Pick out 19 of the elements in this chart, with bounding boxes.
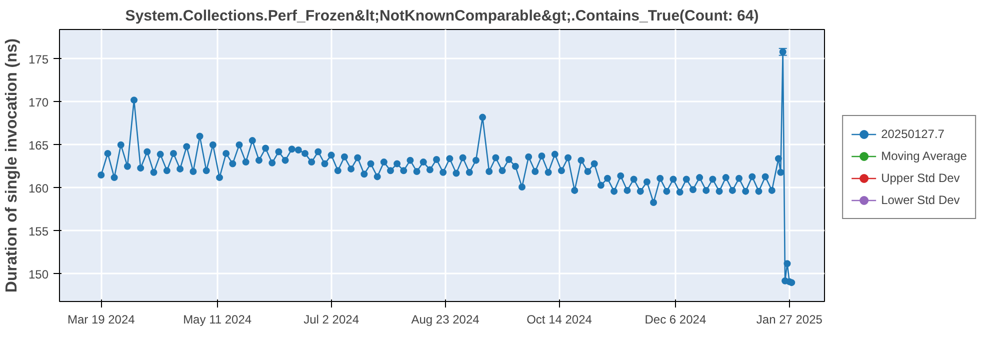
chart-title: System.Collections.Perf_Frozen&lt;NotKnownComparable&gt;.Contains_True(Count: 64) — [125, 8, 759, 24]
y-tick-label: 165 — [28, 138, 49, 152]
x-tick-label: Jan 27 2025 — [756, 312, 823, 326]
x-tick-label: Dec 6 2024 — [644, 312, 706, 326]
y-tick-label: 160 — [28, 181, 49, 196]
legend-label: Upper Std Dev — [881, 170, 960, 184]
x-tick-label: Aug 23 2024 — [411, 312, 480, 326]
y-axis-title: Duration of single invocation (ns) — [3, 38, 20, 293]
y-tick-label: 175 — [28, 52, 49, 66]
y-tick-label: 150 — [28, 267, 49, 282]
legend-label: 20250127.7 — [881, 126, 944, 140]
x-tick-label: Mar 19 2024 — [67, 312, 136, 326]
y-tick-label: 155 — [28, 224, 49, 238]
x-tick-label: Jul 2 2024 — [304, 312, 360, 326]
legend-label: Moving Average — [881, 148, 967, 162]
x-tick-label: May 11 2024 — [183, 312, 252, 326]
legend-label: Lower Std Dev — [881, 192, 960, 206]
x-tick-label: Oct 14 2024 — [526, 312, 592, 326]
y-tick-label: 170 — [28, 95, 49, 110]
